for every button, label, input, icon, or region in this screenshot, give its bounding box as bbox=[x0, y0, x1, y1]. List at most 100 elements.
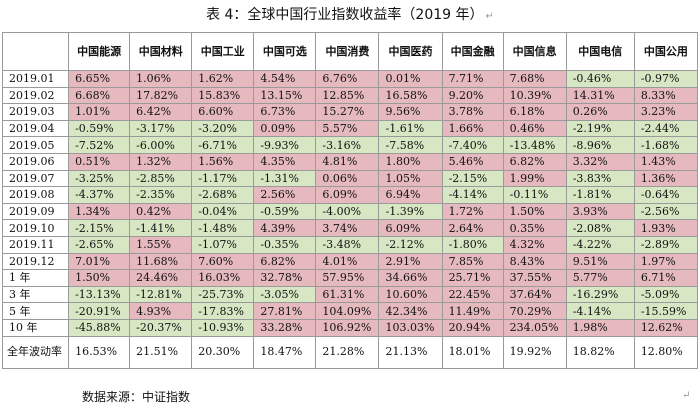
return-cell: -1.31% bbox=[253, 169, 317, 188]
return-cell: 4.39% bbox=[253, 219, 317, 237]
paragraph-end-mark-icon: ↵ bbox=[682, 390, 691, 401]
return-cell: 9.51% bbox=[565, 252, 635, 271]
return-cell: -2.56% bbox=[633, 202, 699, 221]
return-cell: 0.42% bbox=[129, 202, 193, 221]
return-cell: -0.04% bbox=[191, 202, 255, 221]
return-cell: 1.50% bbox=[502, 202, 567, 221]
return-cell: 1.56% bbox=[191, 152, 255, 171]
table-title: 表 4：全球中国行业指数收益率（2019 年） ↵ bbox=[0, 4, 700, 26]
column-header: 中国工业 bbox=[191, 32, 255, 71]
return-cell: 7.68% bbox=[502, 70, 567, 88]
return-cell: -1.39% bbox=[378, 202, 443, 221]
table-row: 5 年 -20.91% 4.93% -17.83% 27.81% 104.09% 42.34… bbox=[1, 302, 699, 320]
return-cell: 6.60% bbox=[191, 103, 255, 121]
return-cell: -0.59% bbox=[68, 119, 131, 138]
return-cell: 3.78% bbox=[441, 103, 504, 121]
column-header: 中国可选 bbox=[253, 32, 317, 71]
return-cell: -4.14% bbox=[441, 186, 504, 204]
return-cell: 6.09% bbox=[315, 186, 380, 204]
return-cell: -2.85% bbox=[129, 169, 193, 188]
return-cell: 33.28% bbox=[253, 318, 317, 337]
return-cell: 4.81% bbox=[315, 152, 380, 171]
return-cell: 7.60% bbox=[191, 252, 255, 271]
return-cell: 0.51% bbox=[68, 152, 131, 171]
return-cell: 6.73% bbox=[253, 103, 317, 121]
return-cell: 6.94% bbox=[378, 186, 443, 204]
header-corner bbox=[1, 32, 70, 71]
return-cell: 7.01% bbox=[68, 252, 131, 271]
return-cell: 16.03% bbox=[191, 269, 255, 287]
volatility-label: 全年波动率 bbox=[1, 335, 70, 369]
table-row: 2019.03 1.01% 6.42% 6.60% 6.73% 15.27% 9.56% 3.… bbox=[1, 103, 699, 121]
return-cell: -1.81% bbox=[565, 186, 635, 204]
volatility-row: 全年波动率 16.53% 21.51% 20.30% 18.47% 21.28% 21.13… bbox=[1, 335, 699, 369]
return-cell: 7.85% bbox=[441, 252, 504, 271]
return-cell: -3.25% bbox=[68, 169, 131, 188]
return-cell: -13.48% bbox=[502, 136, 567, 154]
table-row: 2019.10 -2.15% -1.41% -1.48% 4.39% 3.74% 6.09%… bbox=[1, 219, 699, 237]
return-cell: -3.16% bbox=[315, 136, 380, 154]
return-cell: -1.41% bbox=[129, 219, 193, 237]
return-cell: -0.11% bbox=[502, 186, 567, 204]
return-cell: 12.62% bbox=[633, 318, 699, 337]
return-cell: 11.68% bbox=[129, 252, 193, 271]
table-row: 3 年 -13.13% -12.81% -25.73% -3.05% 61.31% 10.6… bbox=[1, 285, 699, 304]
return-cell: 6.82% bbox=[502, 152, 567, 171]
return-cell: -17.83% bbox=[191, 302, 255, 320]
return-cell: -2.15% bbox=[441, 169, 504, 188]
return-cell: 2.91% bbox=[378, 252, 443, 271]
return-cell: 8.33% bbox=[633, 86, 699, 105]
return-cell: -0.97% bbox=[633, 70, 699, 88]
return-cell: 10.39% bbox=[502, 86, 567, 105]
return-cell: -3.48% bbox=[315, 235, 380, 254]
row-label: 2019.03 bbox=[1, 103, 70, 121]
return-cell: -7.52% bbox=[68, 136, 131, 154]
return-cell: 3.74% bbox=[315, 219, 380, 237]
column-header: 中国能源 bbox=[68, 32, 131, 71]
column-header: 中国电信 bbox=[565, 32, 635, 71]
return-cell: 1.98% bbox=[565, 318, 635, 337]
return-cell: -8.96% bbox=[565, 136, 635, 154]
table-body: 2019.01 6.65% 1.06% 1.62% 4.54% 6.76% 0.01% 7.7… bbox=[1, 70, 699, 369]
return-cell: 0.09% bbox=[253, 119, 317, 138]
return-cell: 1.55% bbox=[129, 235, 193, 254]
return-cell: 1.72% bbox=[441, 202, 504, 221]
return-cell: 1.32% bbox=[129, 152, 193, 171]
return-cell: -2.68% bbox=[191, 186, 255, 204]
return-cell: 15.83% bbox=[191, 86, 255, 105]
return-cell: 6.65% bbox=[68, 70, 131, 88]
return-cell: 37.55% bbox=[502, 269, 567, 287]
column-header: 中国信息 bbox=[502, 32, 567, 71]
return-cell: 10.60% bbox=[378, 285, 443, 304]
table-row: 10 年 -45.88% -20.37% -10.93% 33.28% 106.92% 10… bbox=[1, 318, 699, 337]
return-cell: -2.89% bbox=[633, 235, 699, 254]
return-cell: 37.64% bbox=[502, 285, 567, 304]
return-cell: 24.46% bbox=[129, 269, 193, 287]
return-cell: -3.17% bbox=[129, 119, 193, 138]
return-cell: 3.32% bbox=[565, 152, 635, 171]
return-cell: -25.73% bbox=[191, 285, 255, 304]
return-cell: 2.64% bbox=[441, 219, 504, 237]
return-cell: 34.66% bbox=[378, 269, 443, 287]
return-cell: -0.64% bbox=[633, 186, 699, 204]
return-cell: 16.58% bbox=[378, 86, 443, 105]
paragraph-mark-icon: ↵ bbox=[485, 11, 494, 22]
return-cell: 0.35% bbox=[502, 219, 567, 237]
return-cell: 0.26% bbox=[565, 103, 635, 121]
table-row: 2019.01 6.65% 1.06% 1.62% 4.54% 6.76% 0.01% 7.7… bbox=[1, 70, 699, 88]
table-row: 2019.12 7.01% 11.68% 7.60% 6.82% 4.01% 2.91% 7.… bbox=[1, 252, 699, 271]
volatility-cell: 21.51% bbox=[129, 335, 193, 369]
return-cell: -1.07% bbox=[191, 235, 255, 254]
column-header: 中国医药 bbox=[378, 32, 443, 71]
return-cell: 103.03% bbox=[378, 318, 443, 337]
table-row: 2019.08 -4.37% -2.35% -2.68% 2.56% 6.09% 6.94%… bbox=[1, 186, 699, 204]
return-cell: 1.97% bbox=[633, 252, 699, 271]
return-cell: -6.71% bbox=[191, 136, 255, 154]
return-cell: 12.85% bbox=[315, 86, 380, 105]
return-cell: -10.93% bbox=[191, 318, 255, 337]
return-cell: 61.31% bbox=[315, 285, 380, 304]
return-cell: -20.91% bbox=[68, 302, 131, 320]
return-cell: 1.05% bbox=[378, 169, 443, 188]
return-cell: 1.99% bbox=[502, 169, 567, 188]
row-label: 2019.08 bbox=[1, 186, 70, 204]
